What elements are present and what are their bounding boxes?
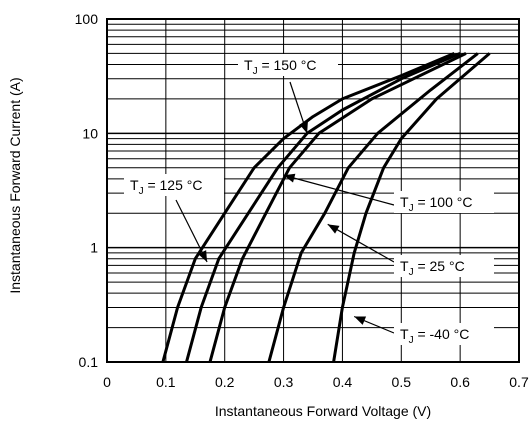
- annotation-label-box: [394, 191, 494, 213]
- x-axis-title: Instantaneous Forward Voltage (V): [215, 403, 431, 419]
- annotation-arrow-head: [354, 316, 367, 325]
- annotation-label-box: [238, 54, 338, 76]
- annotation-label: TJ = 25 °C: [400, 258, 465, 278]
- annotation-arrow-head: [299, 121, 308, 134]
- series-lines: [161, 52, 491, 363]
- x-tick-label: 0.7: [509, 374, 529, 390]
- y-tick-label: 0.1: [79, 354, 99, 370]
- annotation-arrow-head: [327, 224, 340, 234]
- annotation-4: TJ = 25 °C: [327, 223, 494, 278]
- annotation-5: TJ = -40 °C: [353, 315, 494, 346]
- series-line-5: [332, 52, 491, 363]
- annotation-arrow-line: [327, 223, 395, 263]
- annotation-label-box: [394, 323, 494, 345]
- x-tick-labels: 0 0.1 0.2 0.3 0.4 0.5 0.6 0.7: [103, 374, 529, 390]
- plot-frame: [106, 18, 520, 363]
- x-tick-label: 0: [103, 374, 111, 390]
- annotation-arrow-head: [283, 173, 296, 183]
- annotations: TJ = 150 °C TJ = 125 °C TJ = 100 °C TJ = 25…: [124, 54, 494, 346]
- x-tick-label: 0.6: [450, 374, 470, 390]
- x-tick-label: 0.4: [333, 374, 353, 390]
- y-tick-label: 1: [90, 240, 98, 256]
- annotation-label: TJ = -40 °C: [400, 326, 469, 346]
- x-tick-label: 0.2: [215, 374, 235, 390]
- annotation-1: TJ = 150 °C: [238, 54, 338, 134]
- annotation-arrow-line: [283, 174, 395, 206]
- x-tick-label: 0.3: [274, 374, 294, 390]
- annotation-label: TJ = 150 °C: [244, 57, 316, 77]
- y-tick-label: 100: [75, 11, 99, 27]
- x-tick-label: 0.1: [156, 374, 176, 390]
- series-line-1: [161, 52, 455, 363]
- annotation-label: TJ = 100 °C: [400, 194, 472, 214]
- annotation-2: TJ = 125 °C: [124, 174, 224, 263]
- annotation-3: TJ = 100 °C: [283, 173, 494, 214]
- annotation-label: TJ = 125 °C: [130, 177, 202, 197]
- series-line-3: [208, 52, 467, 363]
- series-line-2: [185, 52, 461, 363]
- annotation-label-box: [394, 255, 494, 277]
- annotation-label-box: [124, 174, 224, 196]
- y-axis-title: Instantaneous Forward Current (A): [7, 77, 23, 293]
- y-tick-labels: 0.1 1 10 100: [75, 11, 99, 370]
- x-tick-label: 0.5: [392, 374, 412, 390]
- y-tick-label: 10: [82, 125, 98, 141]
- series-line-4: [267, 52, 479, 363]
- annotation-arrow-head: [198, 250, 208, 262]
- annotation-arrow-line: [175, 199, 208, 263]
